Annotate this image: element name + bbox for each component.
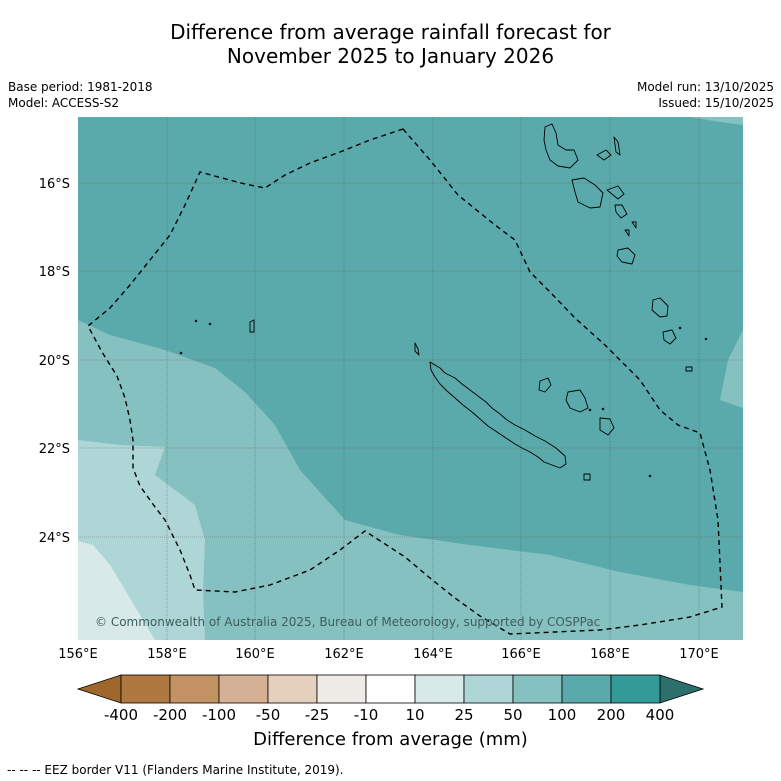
band-50-100-e (720, 330, 743, 408)
colorbar-tick-label: -400 (104, 706, 138, 724)
gridlines (78, 117, 743, 640)
colorbar-segment (120, 674, 171, 704)
colorbar-segment (169, 674, 220, 704)
model-text: Model: ACCESS-S2 (8, 96, 120, 110)
lon-label: 158°E (147, 647, 187, 662)
colorbar-segment (414, 674, 465, 704)
chart-title: Difference from average rainfall forecas… (0, 20, 781, 68)
eez-legend-text: -- -- -- EEZ border V11 (Flanders Marine… (7, 763, 344, 777)
colorbar-tick-label: 25 (454, 706, 473, 724)
title-line-1: Difference from average rainfall forecas… (170, 20, 611, 44)
colorbar-tick-label: -200 (153, 706, 187, 724)
colorbar-tick-label: 100 (548, 706, 577, 724)
colorbar-tick-label: 200 (597, 706, 626, 724)
lat-label: 22°S (39, 442, 70, 457)
colorbar-segment (218, 674, 269, 704)
colorbar-title: Difference from average (mm) (253, 729, 528, 750)
colorbar-segment (463, 674, 514, 704)
colorbar-segment (512, 674, 563, 704)
eez-border (87, 128, 723, 635)
colorbar-tick-label: -100 (202, 706, 236, 724)
lon-label: 170°E (679, 647, 719, 662)
band-50-100 (78, 320, 743, 640)
lon-label: 168°E (590, 647, 630, 662)
lat-label: 16°S (39, 177, 70, 192)
colorbar-segment (316, 674, 367, 704)
new-caledonia-coast (429, 361, 567, 469)
colorbar-tick-label: 400 (646, 706, 675, 724)
lat-label: 18°S (39, 265, 70, 280)
lon-label: 160°E (235, 647, 275, 662)
meta-right: Model run: 13/10/2025 Issued: 15/10/2025 (637, 79, 774, 111)
colorbar: -400 -200 -100 -50 -25 -10 10 25 50 100 200 400 (76, 674, 705, 724)
lat-labels: 16°S 18°S 20°S 22°S 24°S (39, 177, 70, 546)
lon-label: 156°E (58, 647, 98, 662)
lon-label: 166°E (501, 647, 541, 662)
lon-labels: 156°E 158°E 160°E 162°E 164°E 166°E 168°… (58, 647, 719, 662)
lat-label: 24°S (39, 531, 70, 546)
colorbar-segment (365, 674, 416, 704)
colorbar-tick-label: -25 (305, 706, 330, 724)
title-line-2: November 2025 to January 2026 (226, 44, 555, 68)
colorbar-tick-label: -50 (256, 706, 281, 724)
colorbar-under-extend (76, 674, 122, 704)
meta-left: Base period: 1981-2018 Model: ACCESS-S2 (8, 79, 153, 111)
copyright-text: © Commonwealth of Australia 2025, Bureau… (95, 615, 600, 629)
colorbar-segment (610, 674, 661, 704)
issued-text: Issued: 15/10/2025 (658, 96, 774, 110)
model-run-text: Model run: 13/10/2025 (636, 80, 774, 94)
band-50-100-ne (690, 117, 743, 125)
lon-label: 162°E (324, 647, 364, 662)
rainfall-anomaly-field (78, 117, 743, 640)
colorbar-segment (267, 674, 318, 704)
colorbar-tick-label: 10 (405, 706, 424, 724)
colorbar-over-extend (659, 674, 705, 704)
colorbar-tick-label: -10 (354, 706, 379, 724)
colorbar-tick-label: 50 (503, 706, 522, 724)
base-period-text: Base period: 1981-2018 (8, 80, 153, 94)
lat-label: 20°S (39, 354, 70, 369)
coastlines (179, 123, 708, 481)
lon-label: 164°E (413, 647, 453, 662)
colorbar-segment (561, 674, 612, 704)
band-10-25 (78, 541, 155, 640)
